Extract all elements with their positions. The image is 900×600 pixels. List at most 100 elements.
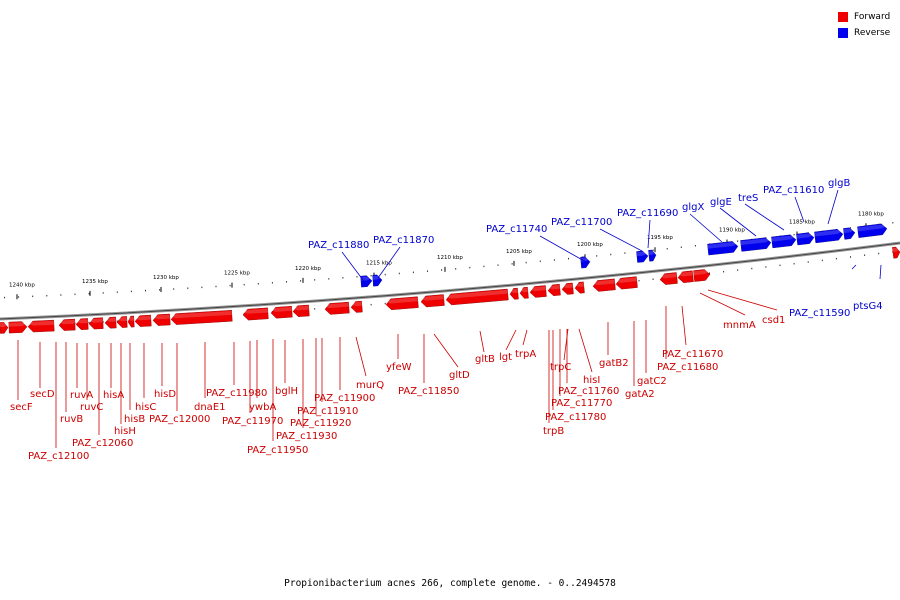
forward-gene-label[interactable]: PAZ_c11900 — [314, 393, 375, 404]
forward-gene-feature[interactable] — [58, 318, 76, 331]
forward-gene-feature[interactable] — [509, 287, 519, 300]
reverse-gene-label[interactable]: ptsG4 — [853, 301, 883, 312]
reverse-gene-label[interactable]: PAZ_c11870 — [373, 235, 434, 246]
forward-gene-label[interactable]: lgt — [499, 352, 512, 363]
forward-gene-label[interactable]: hisI — [583, 375, 600, 386]
forward-gene-label[interactable]: hisC — [135, 402, 156, 413]
forward-gene-label[interactable]: yfeW — [386, 362, 412, 373]
forward-gene-label[interactable]: gatA2 — [625, 389, 655, 400]
forward-gene-feature[interactable] — [659, 272, 678, 285]
forward-gene-feature[interactable] — [170, 310, 233, 325]
forward-gene-label[interactable]: ruvC — [80, 402, 103, 413]
forward-gene-feature[interactable] — [104, 316, 117, 329]
reverse-gene-label[interactable]: PAZ_c11880 — [308, 240, 369, 251]
forward-gene-feature[interactable] — [350, 300, 363, 313]
reverse-gene-feature[interactable] — [360, 275, 373, 288]
forward-gene-label[interactable]: PAZ_c11850 — [398, 386, 459, 397]
forward-gene-label[interactable]: hisD — [154, 389, 176, 400]
forward-gene-feature[interactable] — [615, 276, 638, 290]
forward-gene-label[interactable]: PAZ_c12000 — [149, 414, 210, 425]
forward-gene-label[interactable]: secD — [30, 389, 55, 400]
forward-gene-label[interactable]: dnaE1 — [194, 402, 226, 413]
forward-gene-label[interactable]: PAZ_c11930 — [276, 431, 337, 442]
forward-gene-feature[interactable] — [547, 283, 561, 296]
reverse-gene-feature[interactable] — [580, 256, 591, 269]
forward-gene-label[interactable]: hisA — [103, 390, 124, 401]
forward-gene-feature[interactable] — [134, 314, 152, 327]
forward-gene-label[interactable]: PAZ_c11680 — [657, 362, 718, 373]
reverse-gene-label[interactable]: treS — [738, 193, 758, 204]
forward-gene-label[interactable]: gatC2 — [637, 376, 667, 387]
forward-gene-feature[interactable] — [519, 286, 529, 299]
reverse-gene-feature[interactable] — [843, 227, 856, 240]
forward-gene-label[interactable]: bglH — [275, 386, 298, 397]
forward-gene-label[interactable]: trpA — [515, 349, 536, 360]
reverse-gene-label[interactable]: PAZ_c11740 — [486, 224, 547, 235]
forward-gene-label[interactable]: ruvA — [70, 390, 93, 401]
forward-gene-label[interactable]: PAZ_c11670 — [662, 349, 723, 360]
forward-gene-feature[interactable] — [592, 278, 616, 292]
reverse-gene-feature[interactable] — [636, 250, 649, 263]
reverse-gene-label[interactable]: PAZ_c11700 — [551, 217, 612, 228]
reverse-gene-feature[interactable] — [707, 241, 739, 256]
forward-gene-label[interactable]: hisH — [114, 426, 136, 437]
forward-gene-label[interactable]: gltB — [475, 354, 495, 365]
forward-gene-label[interactable]: PAZ_c11950 — [247, 445, 308, 456]
forward-gene-feature[interactable] — [270, 305, 293, 319]
forward-gene-feature[interactable] — [127, 315, 135, 328]
forward-gene-feature[interactable] — [75, 318, 89, 330]
reverse-gene-label[interactable]: glgB — [828, 178, 850, 189]
forward-gene-feature[interactable] — [561, 282, 574, 295]
forward-gene-feature[interactable] — [292, 304, 310, 317]
forward-gene-feature[interactable] — [324, 301, 350, 315]
forward-gene-label[interactable]: PAZ_c11910 — [297, 406, 358, 417]
forward-gene-label[interactable]: gltD — [449, 370, 470, 381]
forward-gene-feature[interactable] — [892, 246, 900, 259]
reverse-gene-feature[interactable] — [740, 237, 772, 252]
forward-gene-feature[interactable] — [445, 288, 509, 306]
forward-gene-feature[interactable] — [385, 296, 419, 311]
reverse-gene-feature[interactable] — [771, 234, 797, 249]
reverse-gene-label[interactable]: glgX — [682, 202, 704, 213]
reverse-gene-label[interactable]: PAZ_c11610 — [763, 185, 824, 196]
forward-gene-label[interactable]: PAZ_c11770 — [551, 398, 612, 409]
forward-gene-feature[interactable] — [116, 316, 128, 328]
forward-gene-label[interactable]: PAZ_c12100 — [28, 451, 89, 462]
label-group: PAZ_c11880 PAZ_c11870 PAZ_c11740 PAZ_c11700… — [10, 178, 883, 462]
forward-gene-feature[interactable] — [529, 285, 547, 298]
forward-gene-feature[interactable] — [574, 281, 585, 294]
forward-gene-feature[interactable] — [88, 317, 104, 330]
forward-gene-label[interactable]: PAZ_c12060 — [72, 438, 133, 449]
reverse-gene-label[interactable]: glgE — [710, 197, 732, 208]
forward-gene-label[interactable]: PAZ_c11970 — [222, 416, 283, 427]
forward-gene-feature[interactable] — [677, 270, 694, 284]
forward-gene-feature[interactable] — [420, 294, 445, 308]
forward-gene-label[interactable]: mnmA — [723, 320, 756, 331]
forward-gene-feature[interactable] — [27, 319, 55, 333]
forward-gene-label[interactable]: ruvB — [60, 414, 83, 425]
forward-gene-label[interactable]: PAZ_c11780 — [545, 412, 606, 423]
forward-gene-label[interactable]: PAZ_c11980 — [206, 388, 267, 399]
forward-gene-label[interactable]: PAZ_c11760 — [558, 386, 619, 397]
forward-gene-feature[interactable] — [242, 307, 269, 321]
forward-gene-feature[interactable] — [8, 321, 28, 334]
reverse-gene-feature[interactable] — [857, 223, 888, 238]
forward-gene-feature[interactable] — [0, 322, 9, 334]
forward-gene-label[interactable]: gatB2 — [599, 358, 629, 369]
reverse-gene-feature[interactable] — [372, 274, 383, 287]
forward-gene-label[interactable]: csd1 — [762, 315, 785, 326]
forward-gene-label[interactable]: hisB — [124, 414, 145, 425]
reverse-gene-label[interactable]: PAZ_c11690 — [617, 208, 678, 219]
forward-gene-label[interactable]: ywbA — [249, 402, 276, 413]
forward-gene-label[interactable]: PAZ_c11920 — [290, 418, 351, 429]
forward-gene-feature[interactable] — [693, 269, 711, 282]
reverse-gene-feature[interactable] — [796, 232, 815, 246]
forward-gene-label[interactable]: secF — [10, 402, 33, 413]
forward-gene-label[interactable]: trpB — [543, 426, 564, 437]
reverse-gene-label[interactable]: PAZ_c11590 — [789, 308, 850, 319]
reverse-gene-feature[interactable] — [814, 229, 844, 244]
reverse-gene-feature[interactable] — [648, 249, 657, 262]
forward-gene-label[interactable]: murQ — [356, 380, 384, 391]
forward-gene-label[interactable]: trpC — [550, 362, 571, 373]
forward-gene-feature[interactable] — [152, 313, 171, 326]
